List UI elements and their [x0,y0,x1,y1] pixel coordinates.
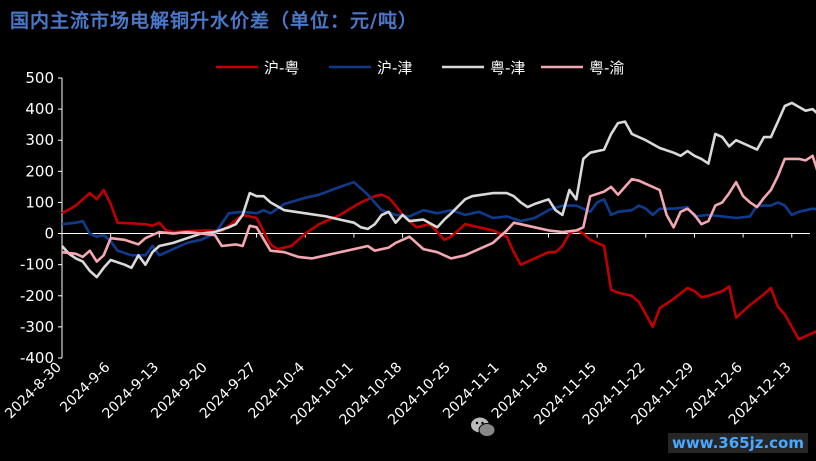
y-tick-label: 0 [44,225,54,243]
y-tick-label: 300 [25,131,54,149]
series-line-2 [61,180,816,257]
y-tick-label: -400 [20,349,54,367]
series-line-4 [61,154,816,263]
legend-label-4: 粤-渝 [589,59,624,77]
y-tick-label: -100 [20,256,54,274]
legend: 沪-粤 沪-津 粤-津 粤-渝 [216,59,624,77]
wechat-icon [471,417,496,437]
series-layer [61,101,816,341]
y-tick-label: 100 [25,193,54,211]
y-tick-label: 400 [25,100,54,118]
y-tick-label: 200 [25,162,54,180]
legend-label-2: 沪-津 [377,59,412,77]
legend-label-1: 沪-粤 [264,59,299,77]
y-tick-label: -300 [20,318,54,336]
chart-title: 国内主流市场电解铜升水价差（单位：元/吨） [10,10,418,32]
legend-label-3: 粤-津 [490,59,525,77]
x-tick-label: 2024-8-30 [2,360,65,423]
y-tick-label: 500 [25,69,54,87]
watermark: www.365jz.com [667,433,808,453]
series-line-3 [61,101,816,279]
y-tick-label: -200 [20,287,54,305]
axes: 500 400 300 200 100 0 -100 -200 -300 -4002024-8-3… [2,69,810,428]
